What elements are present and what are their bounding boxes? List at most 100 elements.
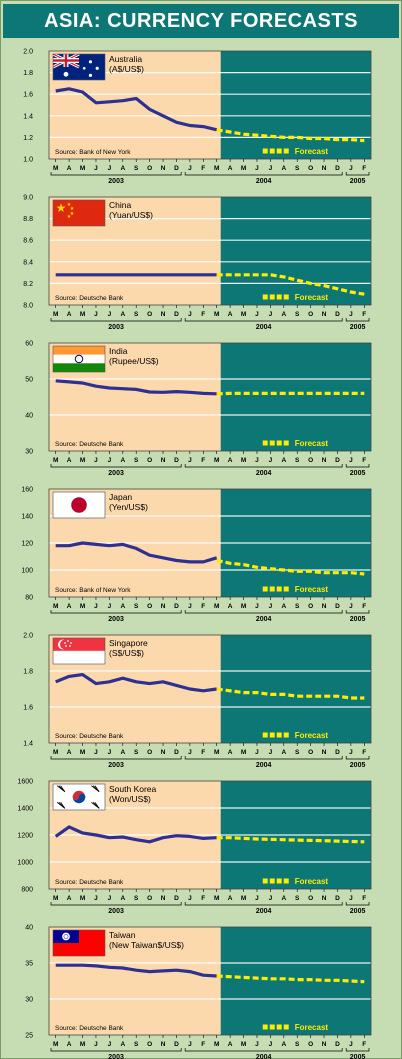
month-label: F xyxy=(362,311,366,318)
year-bracket xyxy=(184,464,343,468)
svg-text:★: ★ xyxy=(70,206,75,212)
month-label: J xyxy=(188,749,192,756)
chart-panel-taiwan: 40 35 30 25 Taiwan (New Taiwan$/US$) Source: D… xyxy=(7,921,397,1059)
month-label: J xyxy=(255,603,259,610)
y-tick-label: 2.0 xyxy=(23,49,33,56)
forecast-line xyxy=(216,558,365,576)
year-bracket xyxy=(345,902,370,906)
y-tick-label: 60 xyxy=(25,341,33,348)
month-label: M xyxy=(214,1041,219,1048)
month-label: M xyxy=(214,457,219,464)
forecast-line xyxy=(216,128,365,143)
forecast-line xyxy=(216,687,365,700)
month-label: J xyxy=(269,165,273,172)
year-bracket xyxy=(184,902,343,906)
month-label: J xyxy=(349,895,353,902)
month-label: J xyxy=(349,311,353,318)
month-label: A xyxy=(281,311,286,318)
forecast-legend-label: Forecast xyxy=(295,585,329,594)
month-label: J xyxy=(108,1041,112,1048)
month-label: O xyxy=(308,749,313,756)
chart-panel-singapore: 2.0 1.8 1.6 1.4 Singapore (S$/US$) Source: Deu… xyxy=(7,629,397,769)
month-label: A xyxy=(228,749,233,756)
month-label: D xyxy=(174,457,179,464)
plot-border xyxy=(48,634,372,744)
month-label: N xyxy=(322,311,327,318)
month-label: M xyxy=(241,895,246,902)
forecast-legend-label: Forecast xyxy=(295,439,329,448)
month-label: D xyxy=(174,895,179,902)
china-flag: ★ ★★★★ xyxy=(52,199,106,227)
month-label: J xyxy=(94,457,98,464)
year-bracket xyxy=(345,172,370,176)
month-label: O xyxy=(308,603,313,610)
month-label: S xyxy=(134,603,139,610)
japan-flag xyxy=(52,491,106,519)
month-label: S xyxy=(134,457,139,464)
month-label: F xyxy=(201,457,205,464)
month-label: M xyxy=(53,1041,58,1048)
chart-panel-india: 60 50 40 30 India (Rupee/US$) Source: Deutsche… xyxy=(7,337,397,477)
unit-label: (Yuan/US$) xyxy=(109,210,153,220)
month-label: S xyxy=(295,749,300,756)
unit-label: (Rupee/US$) xyxy=(109,356,159,366)
month-label: M xyxy=(214,603,219,610)
source-label: Source: Deutsche Bank xyxy=(55,1025,124,1032)
month-label: D xyxy=(335,603,340,610)
forecast-legend-label: Forecast xyxy=(295,293,329,302)
svg-text:★: ★ xyxy=(70,211,75,217)
y-tick-label: 140 xyxy=(21,514,33,521)
chart-svg: 160 140 120 100 80 Japan(Yen/US$) Source: Bank… xyxy=(21,487,372,623)
month-label: N xyxy=(322,165,327,172)
year-label: 2005 xyxy=(350,616,366,623)
year-label: 2004 xyxy=(256,324,272,331)
month-label: A xyxy=(120,311,125,318)
year-bracket xyxy=(50,464,182,468)
month-label: J xyxy=(94,1041,98,1048)
month-label: D xyxy=(174,603,179,610)
source-label: Source: Deutsche Bank xyxy=(55,441,124,448)
plot-border xyxy=(48,50,372,160)
month-label: J xyxy=(269,603,273,610)
month-label: J xyxy=(349,1041,353,1048)
month-label: O xyxy=(147,457,152,464)
y-tick-label: 40 xyxy=(25,413,33,420)
month-label: A xyxy=(67,749,72,756)
month-label: J xyxy=(255,1041,259,1048)
month-label: A xyxy=(281,165,286,172)
year-bracket xyxy=(345,318,370,322)
source-label: Source: Bank of New York xyxy=(55,587,131,594)
month-label: N xyxy=(322,749,327,756)
month-label: J xyxy=(108,603,112,610)
y-tick-label: 1600 xyxy=(17,779,33,786)
forecast-line xyxy=(216,974,365,984)
month-label: J xyxy=(255,457,259,464)
month-label: D xyxy=(174,311,179,318)
year-label: 2005 xyxy=(350,178,366,185)
month-label: F xyxy=(201,749,205,756)
country-label: China xyxy=(109,200,131,210)
month-label: M xyxy=(214,165,219,172)
month-label: A xyxy=(67,311,72,318)
month-label: F xyxy=(201,1041,205,1048)
month-label: N xyxy=(161,895,166,902)
y-tick-label: 40 xyxy=(25,925,33,932)
month-label: J xyxy=(188,603,192,610)
month-label: J xyxy=(188,311,192,318)
month-label: F xyxy=(362,1041,366,1048)
australia-flag xyxy=(52,52,106,81)
month-label: J xyxy=(188,895,192,902)
chart-panel-china: 9.0 8.8 8.6 8.4 8.2 8.0 ★ ★ ★ ★ ★ China (Yuan/US$) So… xyxy=(7,191,397,331)
month-label: O xyxy=(147,1041,152,1048)
year-label: 2005 xyxy=(350,324,366,331)
month-label: N xyxy=(322,457,327,464)
chart-svg: 9.0 8.8 8.6 8.4 8.2 8.0 ★ ★★★★China(Yuan/US$) So… xyxy=(23,195,372,331)
month-label: O xyxy=(147,749,152,756)
month-label: N xyxy=(161,1041,166,1048)
month-label: A xyxy=(281,1041,286,1048)
year-bracket xyxy=(184,172,343,176)
month-label: A xyxy=(228,1041,233,1048)
year-bracket xyxy=(50,610,182,614)
month-label: J xyxy=(94,749,98,756)
y-tick-label: 1.2 xyxy=(23,135,33,142)
